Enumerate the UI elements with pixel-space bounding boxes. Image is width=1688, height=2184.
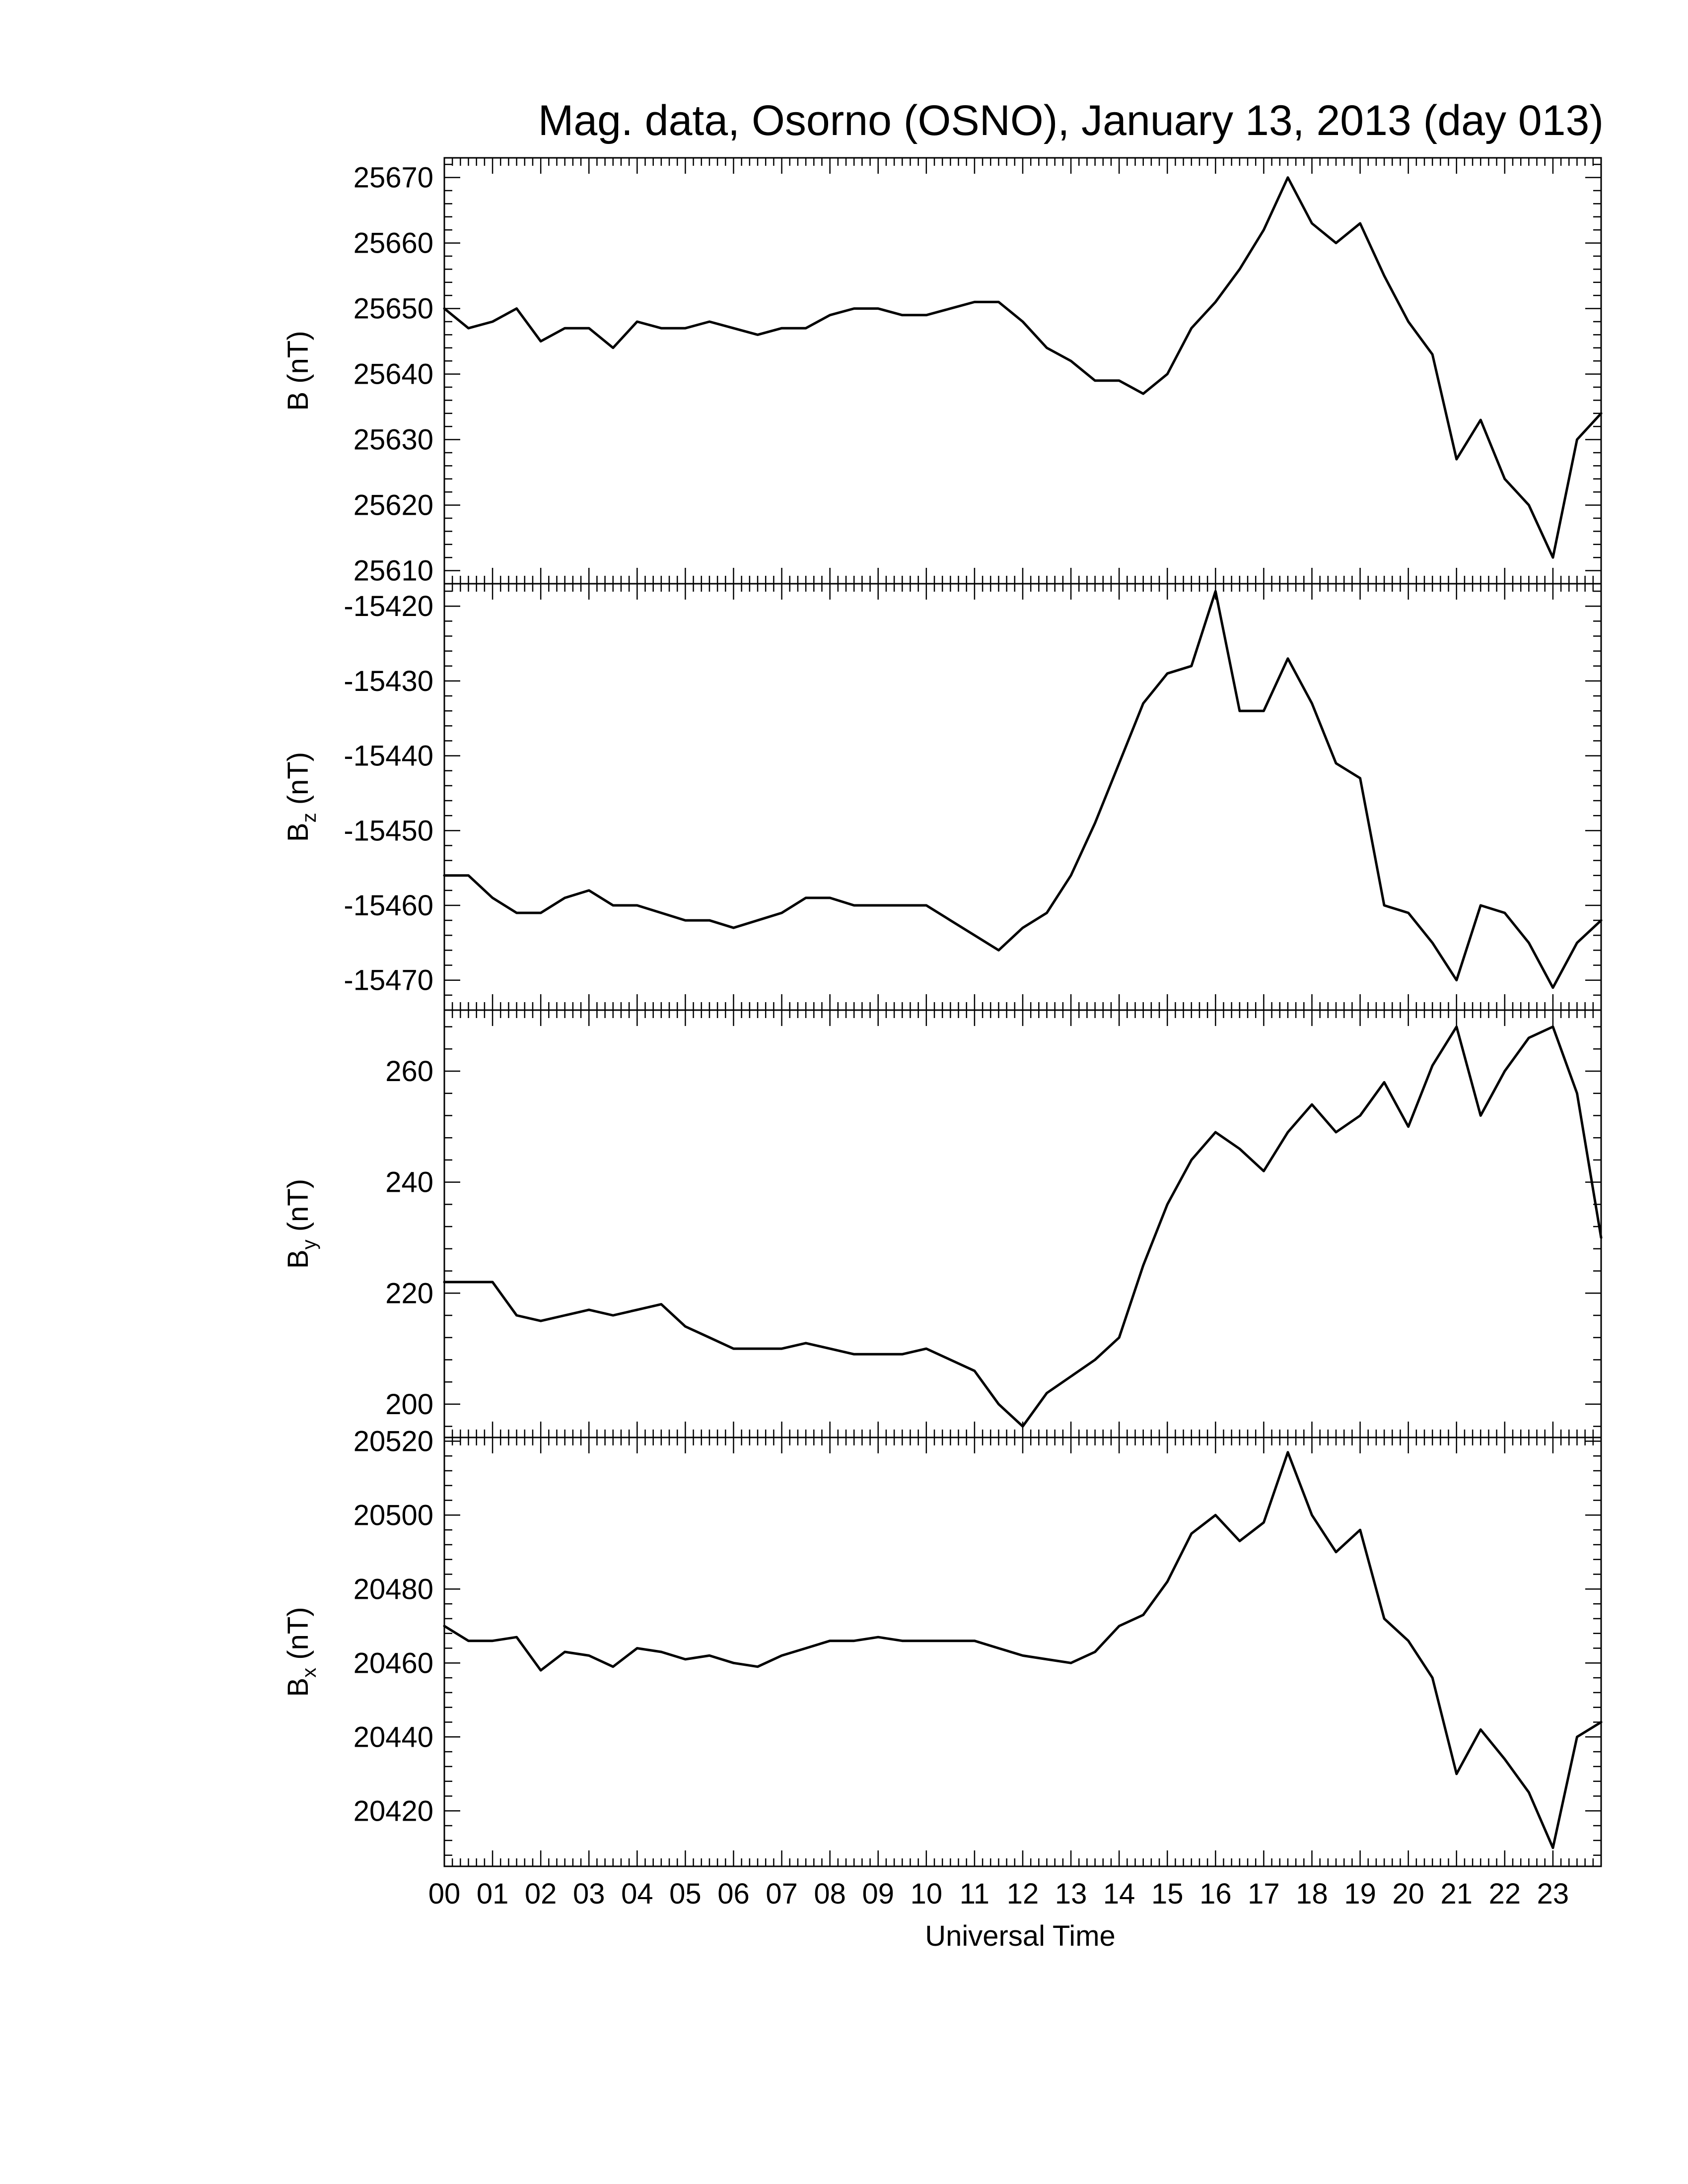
x-axis-label: Universal Time [925,1920,1116,1952]
bz-y-axis-label: Bz (nT) [282,752,320,842]
x-tick-label: 08 [814,1878,846,1910]
x-tick-label: 05 [669,1878,702,1910]
panels: 25610 25620 25630 25640 25650 25660 25670 B (nT… [282,157,1603,1867]
x-tick-label: 17 [1248,1878,1280,1910]
b-total-y-tick-label: 25630 [353,424,433,456]
b-total-y-tick-label: 25620 [353,489,433,522]
x-tick-label: 13 [1055,1878,1087,1910]
x-tick-label: 18 [1296,1878,1328,1910]
by-y-axis-label: By (nT) [282,1179,320,1269]
x-tick-label: 07 [766,1878,798,1910]
by-y-tick-label: 220 [385,1277,433,1309]
bx-series-line [443,1451,1603,1849]
bx-plot-frame [443,1436,1602,1867]
bz-y-tick-label: -15450 [344,815,433,847]
x-tick-label: 04 [621,1878,653,1910]
bz-plot-frame [443,583,1602,1011]
bz-y-tick-label: -15470 [344,964,433,997]
bz-y-tick-label: -15430 [344,665,433,697]
b-total-y-tick-label: 25640 [353,358,433,391]
x-tick-label: 15 [1151,1878,1184,1910]
x-tick-label: 22 [1489,1878,1521,1910]
x-tick-label: 01 [477,1878,509,1910]
b-total-panel: 25610 25620 25630 25640 25650 25660 25670 B (nT… [282,157,1603,587]
b-total-y-tick-label: 25650 [353,293,433,325]
by-plot-frame [443,1009,1602,1438]
x-tick-label: 11 [960,1878,989,1910]
x-tick-label: 20 [1392,1878,1424,1910]
bz-y-tick-label: -15420 [344,590,433,622]
b-total-y-tick-label: 25660 [353,227,433,260]
x-tick-label: 00 [428,1878,461,1910]
x-tick-label: 10 [911,1878,943,1910]
x-tick-label: 23 [1537,1878,1569,1910]
bx-y-tick-label: 20440 [353,1721,433,1753]
x-tick-label: 09 [862,1878,894,1910]
bz-y-tick-label: -15460 [344,889,433,922]
bx-y-tick-label: 20420 [353,1795,433,1827]
figure-title: Mag. data, Osorno (OSNO), January 13, 20… [538,97,1604,144]
x-tick-label: 16 [1199,1878,1232,1910]
x-tick-label: 03 [573,1878,605,1910]
bx-y-tick-label: 20480 [353,1573,433,1605]
by-y-tick-label: 240 [385,1166,433,1199]
bx-y-tick-label: 20500 [353,1499,433,1531]
bx-panel: 20420 20440 20460 20480 20500 20520 Bx (nT) [282,1425,1603,1867]
bz-series-line [443,590,1603,989]
bz-y-tick-label: -15440 [344,740,433,772]
x-tick-label: 06 [717,1878,750,1910]
bx-y-tick-label: 20460 [353,1647,433,1679]
by-y-tick-label: 200 [385,1388,433,1421]
by-series-line [443,1025,1603,1428]
x-tick-label: 14 [1103,1878,1135,1910]
b-total-y-axis-label: B (nT) [282,331,314,410]
b-total-plot-frame [443,157,1602,585]
x-axis: 00 01 02 03 04 05 06 07 08 09 10 11 12 13 14 15 16 17 18 19… [428,1878,1569,1910]
b-total-series-line [443,176,1603,559]
bx-y-tick-label: 20520 [353,1425,433,1457]
by-panel: 200 220 240 260 By (nT) [282,1009,1603,1438]
x-tick-label: 19 [1344,1878,1376,1910]
b-total-y-tick-label: 25670 [353,162,433,194]
x-tick-label: 21 [1440,1878,1473,1910]
x-tick-label: 02 [525,1878,557,1910]
bz-panel: -15420 -15430 -15440 -15450 -15460 -15470 Bz (… [282,583,1603,1011]
x-tick-label: 12 [1007,1878,1039,1910]
bx-y-axis-label: Bx (nT) [282,1607,320,1697]
b-total-y-tick-label: 25610 [353,555,433,587]
by-y-tick-label: 260 [385,1055,433,1088]
